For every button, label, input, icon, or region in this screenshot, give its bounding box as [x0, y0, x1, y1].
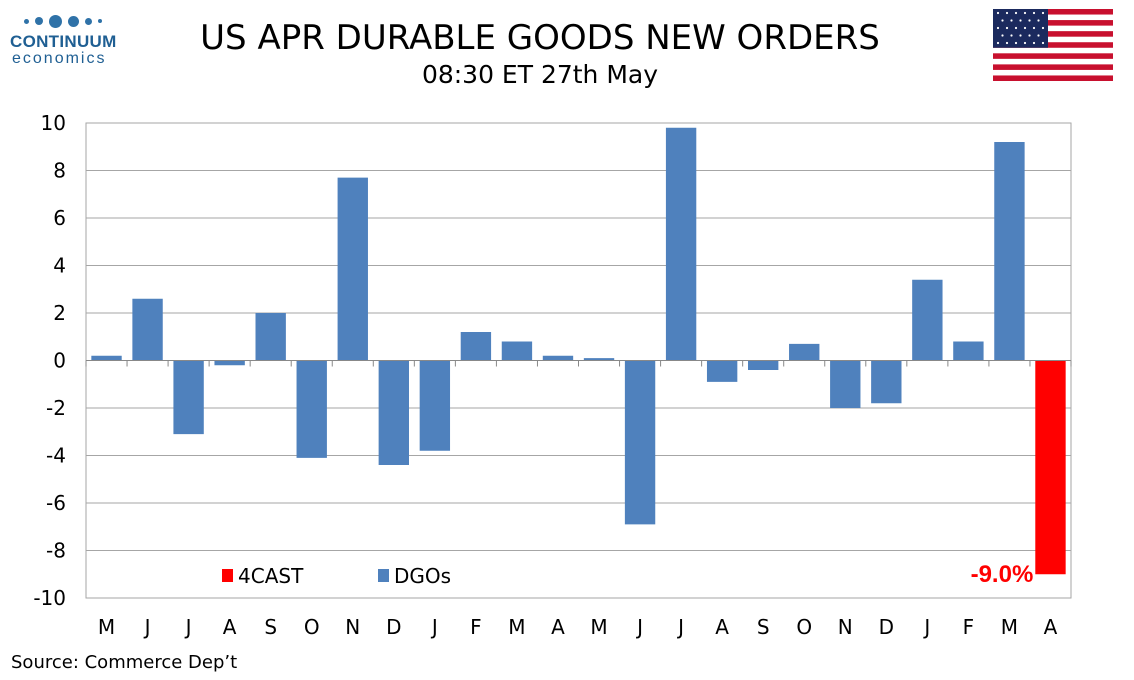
x-tick-label: O — [796, 615, 812, 639]
logo-name: CONTINUUM — [10, 32, 117, 51]
dgo-bar — [296, 360, 327, 458]
x-tick-label: M — [590, 615, 607, 639]
dgo-bar — [91, 355, 122, 361]
y-tick-label: -6 — [46, 491, 66, 515]
dgo-bar — [214, 360, 245, 366]
dgo-bar — [912, 279, 943, 361]
x-tick-label: S — [757, 615, 770, 639]
forecast-annotation: -9.0% — [971, 561, 1034, 588]
dgo-bar — [255, 313, 286, 361]
x-tick-label: M — [1001, 615, 1018, 639]
x-tick-label: J — [635, 615, 643, 639]
x-tick-label: J — [143, 615, 151, 639]
x-tick-label: D — [386, 615, 401, 639]
dgo-bar — [378, 360, 409, 465]
continuum-logo: CONTINUUM economics — [10, 12, 140, 76]
axes — [85, 122, 1072, 599]
dgo-bar — [665, 127, 697, 361]
x-tick-label: F — [963, 615, 975, 639]
chart-subtitle: 08:30 ET 27th May — [421, 60, 659, 89]
legend-label: 4CAST — [238, 564, 304, 588]
y-tick-label: 0 — [53, 349, 66, 373]
legend: 4CAST DGOs — [222, 564, 451, 588]
x-tick-label: N — [345, 615, 360, 639]
y-tick-label: -10 — [33, 586, 66, 610]
dgo-bar — [173, 360, 204, 435]
x-tick-label: J — [676, 615, 684, 639]
dgo-bar — [706, 360, 738, 382]
dgo-bar — [624, 360, 656, 525]
x-tick-label: M — [98, 615, 115, 639]
x-tick-label: D — [879, 615, 894, 639]
x-tick-label: J — [430, 615, 438, 639]
dgo-bar — [830, 360, 861, 408]
x-tick-label: N — [838, 615, 853, 639]
y-tick-label: -4 — [46, 444, 66, 468]
x-tick-label: M — [508, 615, 525, 639]
bars — [91, 127, 1066, 575]
dgo-bar — [337, 177, 368, 361]
dgo-bar — [419, 360, 451, 451]
x-tick-label: A — [551, 615, 565, 639]
y-tick-label: 2 — [53, 301, 66, 325]
dgo-bar — [132, 298, 163, 361]
us-flag-icon — [993, 9, 1113, 81]
legend-swatch — [222, 569, 233, 582]
source-note: Source: Commerce Dep’t — [11, 652, 238, 673]
dgo-bar — [953, 341, 984, 361]
dgo-bar — [460, 332, 492, 361]
x-tick-label: J — [922, 615, 930, 639]
dgo-bar — [583, 358, 615, 361]
x-tick-label: A — [1044, 615, 1058, 639]
x-tick-label: F — [470, 615, 482, 639]
dgo-bar — [994, 142, 1025, 361]
logo-subtitle: economics — [12, 50, 107, 67]
y-tick-label: 8 — [53, 159, 66, 183]
x-tick-label: A — [223, 615, 237, 639]
x-tick-label: S — [264, 615, 277, 639]
y-tick-label: -2 — [46, 396, 66, 420]
x-tick-label: A — [715, 615, 729, 639]
dgo-bar — [871, 360, 902, 404]
chart-title: US APR DURABLE GOODS NEW ORDERS — [200, 18, 880, 58]
x-tick-label: O — [304, 615, 320, 639]
logo-dots-icon — [24, 12, 140, 30]
y-tick-label: 10 — [41, 111, 66, 135]
dgo-bar — [501, 341, 533, 361]
y-tick-label: -8 — [46, 539, 66, 563]
forecast-bar — [1035, 360, 1066, 575]
legend-label: DGOs — [394, 564, 451, 588]
y-tick-label: 4 — [53, 254, 66, 278]
x-tick-label: J — [184, 615, 192, 639]
dgo-bar — [542, 355, 574, 361]
y-tick-label: 6 — [53, 206, 66, 230]
dgo-bar — [748, 360, 779, 370]
legend-swatch — [378, 569, 389, 582]
axis-labels: 10 8 6 4 2 0 -2 -4 -6 -8 -10 M J J A S O N D J F M A M J J A S O N D J F… — [33, 111, 1057, 639]
dgo-bar — [789, 343, 820, 361]
